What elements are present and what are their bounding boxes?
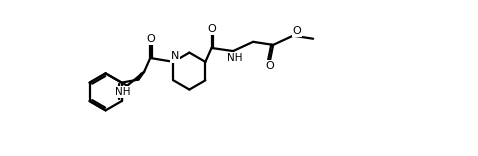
Text: O: O (266, 61, 274, 71)
Text: O: O (146, 34, 155, 44)
Text: O: O (207, 24, 216, 34)
Text: NH: NH (115, 87, 130, 97)
Text: N: N (171, 51, 179, 61)
Text: NH: NH (227, 53, 242, 63)
Text: O: O (293, 26, 301, 36)
